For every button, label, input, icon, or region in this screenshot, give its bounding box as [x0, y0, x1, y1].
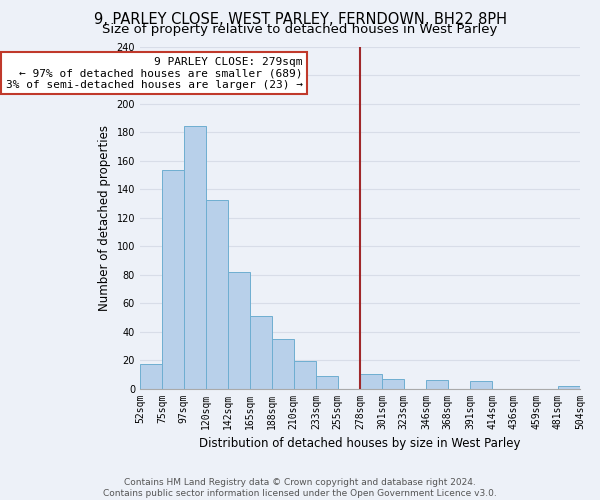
Bar: [470, 382, 493, 388]
Text: Contains HM Land Registry data © Crown copyright and database right 2024.
Contai: Contains HM Land Registry data © Crown c…: [103, 478, 497, 498]
Bar: [426, 380, 448, 388]
Text: 9 PARLEY CLOSE: 279sqm
← 97% of detached houses are smaller (689)
3% of semi-det: 9 PARLEY CLOSE: 279sqm ← 97% of detached…: [6, 57, 303, 90]
Bar: [184, 126, 206, 388]
Bar: [140, 364, 163, 388]
Bar: [360, 374, 382, 388]
Bar: [250, 316, 272, 388]
Bar: [163, 170, 184, 388]
Bar: [272, 338, 294, 388]
Bar: [294, 362, 316, 388]
Y-axis label: Number of detached properties: Number of detached properties: [98, 124, 111, 310]
Bar: [382, 378, 404, 388]
Bar: [557, 386, 580, 388]
Bar: [316, 376, 338, 388]
Text: Size of property relative to detached houses in West Parley: Size of property relative to detached ho…: [103, 22, 497, 36]
Text: 9, PARLEY CLOSE, WEST PARLEY, FERNDOWN, BH22 8PH: 9, PARLEY CLOSE, WEST PARLEY, FERNDOWN, …: [94, 12, 506, 28]
X-axis label: Distribution of detached houses by size in West Parley: Distribution of detached houses by size …: [199, 437, 521, 450]
Bar: [206, 200, 227, 388]
Bar: [227, 272, 250, 388]
